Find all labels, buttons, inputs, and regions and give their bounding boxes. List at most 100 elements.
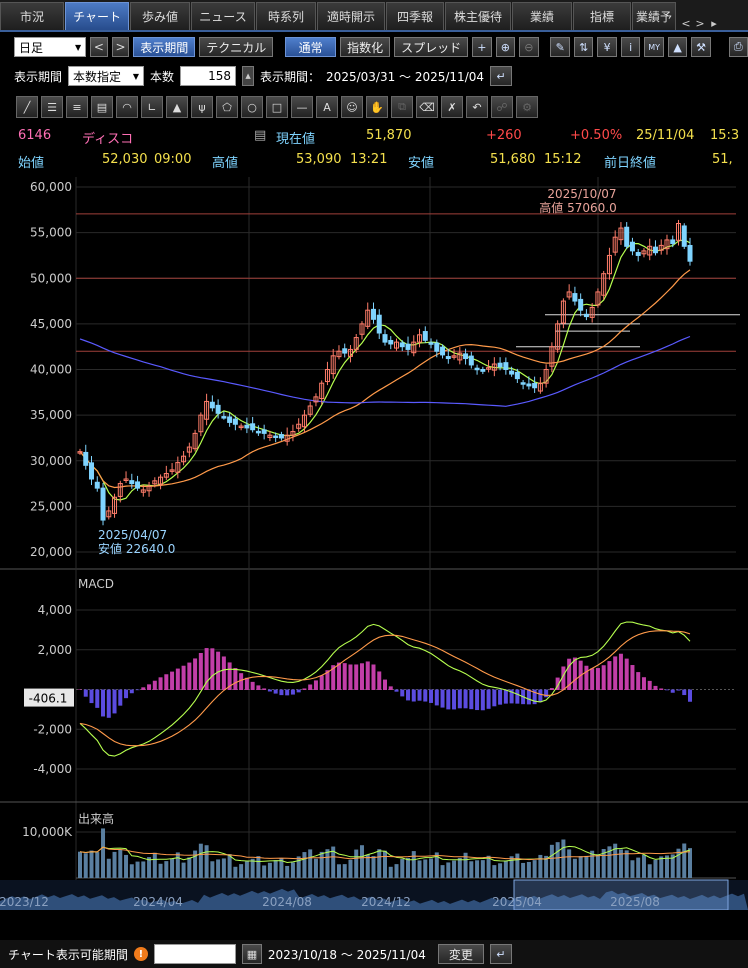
tab-disclosure[interactable]: 適時開示 <box>317 2 385 30</box>
volume-bar <box>411 851 416 878</box>
price-tick-label: 50,000 <box>30 271 72 285</box>
move-tool-icon[interactable]: ✋ <box>366 96 388 118</box>
tab-shikiho[interactable]: 四季報 <box>386 2 444 30</box>
return-icon[interactable]: ↵ <box>489 944 512 964</box>
crosshair-icon[interactable]: + <box>472 37 492 57</box>
start-date-input[interactable] <box>153 944 236 964</box>
macd-histogram-bar <box>210 648 215 690</box>
hlines-tool-icon[interactable]: ≡ <box>66 96 88 118</box>
print-icon[interactable]: ⎙ <box>728 37 748 57</box>
stamp-tool-icon[interactable]: ☺ <box>341 96 363 118</box>
copy-tool-icon[interactable]: ⧉ <box>391 96 413 118</box>
signal-icon[interactable]: ⇅ <box>573 37 594 57</box>
calendar-icon[interactable]: ▦ <box>241 944 262 964</box>
tab-benefits[interactable]: 株主優待 <box>445 2 511 30</box>
candles <box>77 219 693 526</box>
tab-market[interactable]: 市況 <box>0 2 64 30</box>
low-label: 安値 <box>408 156 435 171</box>
hline-tool-icon[interactable]: — <box>291 96 313 118</box>
settings-tool-icon[interactable]: ⚙ <box>516 96 538 118</box>
channel-tool-icon[interactable]: ☰ <box>41 96 63 118</box>
index-button[interactable]: 指数化 <box>340 37 391 57</box>
period-mode-select[interactable]: 本数指定 ▼ <box>68 66 145 86</box>
price-axis: 60,000 55,000 50,000 45,000 40,000 35,000 30,0… <box>22 180 73 839</box>
undo-tool-icon[interactable]: ↶ <box>466 96 488 118</box>
zoom-out-icon[interactable]: ⊖ <box>519 37 539 57</box>
macd-histogram-bar <box>377 671 382 690</box>
tab-indicators[interactable]: 指標 <box>573 2 631 30</box>
macd-histogram-bar <box>342 663 347 690</box>
price-tick-label: 60,000 <box>30 180 72 194</box>
prev-period-button[interactable]: < <box>90 37 108 57</box>
volume-panel: 出来高 <box>78 811 692 878</box>
tab-next-icon[interactable]: > <box>695 17 705 30</box>
macd-histogram-bar <box>388 686 393 690</box>
pentagon-tool-icon[interactable]: ⬠ <box>216 96 238 118</box>
tab-chart[interactable]: チャート <box>65 2 129 30</box>
volume-bar <box>676 848 681 878</box>
info-icon[interactable]: i <box>620 37 641 57</box>
tab-end-icon[interactable]: ▸ <box>711 17 717 30</box>
my-icon[interactable]: MY <box>644 37 664 57</box>
period-select[interactable]: 日足 ▼ <box>14 37 87 57</box>
area-chart-icon[interactable]: ▲ <box>667 37 688 57</box>
pen-icon[interactable]: ✎ <box>550 37 570 57</box>
candle-body <box>140 489 146 493</box>
macd-histogram-bar <box>365 661 370 690</box>
tab-earnings[interactable]: 業績 <box>512 2 572 30</box>
volume-bar <box>498 863 503 878</box>
display-period-button[interactable]: 表示期間 <box>133 37 196 57</box>
low-time: 15:12 <box>544 152 582 167</box>
tab-forecast[interactable]: 業績予 <box>632 2 676 30</box>
tab-timeseries[interactable]: 時系列 <box>256 2 316 30</box>
normal-button[interactable]: 通常 <box>285 37 337 57</box>
change-button[interactable]: 変更 <box>437 944 484 964</box>
spread-button[interactable]: スプレッド <box>394 37 469 57</box>
zoom-in-icon[interactable]: ⊕ <box>495 37 516 57</box>
count-label: 本数 <box>150 69 175 84</box>
macd-histogram-bar <box>250 681 255 690</box>
arc-tool-icon[interactable]: ◠ <box>116 96 138 118</box>
macd-histogram-bar <box>89 689 94 704</box>
rect-tool-icon[interactable]: □ <box>266 96 288 118</box>
candle-body <box>198 414 204 433</box>
candle-body <box>278 434 284 439</box>
lock-tool-icon[interactable]: ☍ <box>491 96 513 118</box>
eraser-all-tool-icon[interactable]: ✗ <box>441 96 463 118</box>
circle-tool-icon[interactable]: ○ <box>241 96 263 118</box>
candle-body <box>112 496 118 514</box>
next-period-button[interactable]: > <box>111 37 130 57</box>
macd-histogram-bar <box>498 689 503 705</box>
stock-chart[interactable]: 60,000 55,000 50,000 45,000 40,000 35,000 30,0… <box>0 172 748 910</box>
macd-histogram-bar <box>607 661 612 690</box>
macd-tick-label: -4,000 <box>33 762 72 776</box>
eraser-tool-icon[interactable]: ⌫ <box>416 96 438 118</box>
navigator[interactable]: 2023/12 2024/04 2024/08 2024/12 2025/04 2025/… <box>0 879 748 910</box>
yen-icon[interactable]: ¥ <box>597 37 617 57</box>
ma-short-line <box>79 239 691 501</box>
macd-histogram-bar <box>446 689 451 710</box>
pitchfork-tool-icon[interactable]: ψ <box>191 96 213 118</box>
wrench-icon[interactable]: ⚒ <box>691 37 711 57</box>
return-icon[interactable]: ↵ <box>490 66 513 86</box>
fib-tool-icon[interactable]: ▤ <box>91 96 113 118</box>
fan-tool-icon[interactable]: ∟ <box>141 96 163 118</box>
candle-body <box>578 298 584 311</box>
tab-ticks[interactable]: 歩み値 <box>130 2 190 30</box>
technical-button[interactable]: テクニカル <box>199 37 274 57</box>
volume-bar <box>647 864 652 878</box>
text-tool-icon[interactable]: A <box>316 96 338 118</box>
count-input[interactable]: 158 <box>180 66 237 86</box>
tab-prev-icon[interactable]: < <box>681 17 691 30</box>
candle-body <box>664 239 670 250</box>
tab-news[interactable]: ニュース <box>191 2 255 30</box>
candle-body <box>474 367 480 371</box>
candle-body <box>290 431 296 436</box>
macd-histogram-bar <box>544 689 549 698</box>
line-tool-icon[interactable]: ╱ <box>16 96 38 118</box>
candle-body <box>319 382 325 400</box>
high-label: 高値 <box>212 156 239 171</box>
gann-tool-icon[interactable]: ▲ <box>166 96 188 118</box>
count-stepper[interactable]: ▲ <box>242 66 255 86</box>
